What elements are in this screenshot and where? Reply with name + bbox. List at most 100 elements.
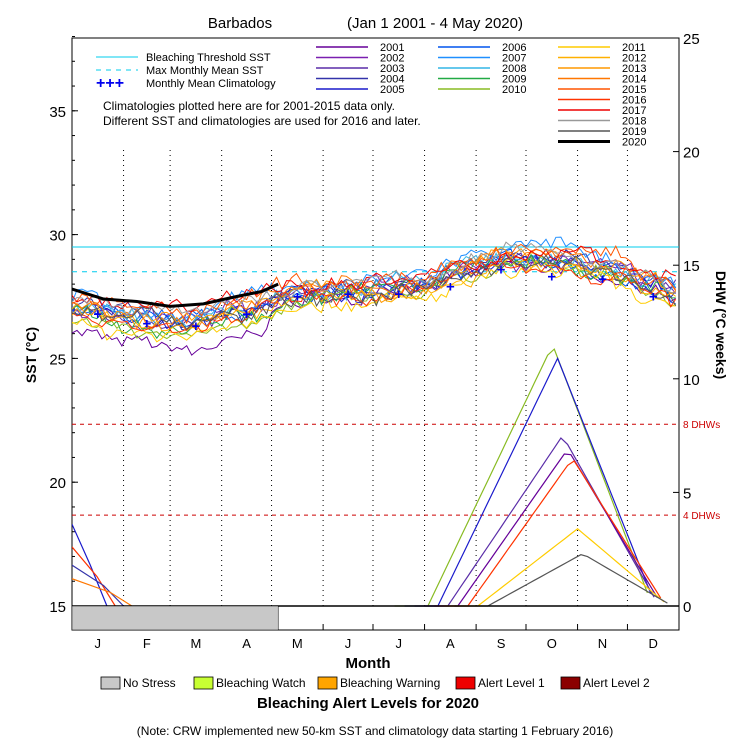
dhw-series (72, 348, 679, 607)
year-legend-label-2009: 2009 (502, 74, 526, 86)
climatology-point: + (394, 286, 403, 303)
alert-label: Alert Level 2 (583, 676, 650, 690)
climatology-markers: + + + + + + + + + + + + (93, 261, 657, 335)
year-legend-label-2014: 2014 (622, 74, 646, 86)
alert-level-legend: No Stress Bleaching Watch Bleaching Warnin… (100, 676, 650, 690)
year-legend-label-2003: 2003 (380, 63, 404, 75)
sst-series (72, 236, 677, 356)
month-label-9: S (497, 636, 506, 651)
sst-line-2010 (72, 254, 676, 340)
alert-swatch (100, 676, 121, 690)
month-label-3: M (190, 636, 201, 651)
climatology-marker-icon: +++ (96, 75, 124, 92)
sst-line-2015 (72, 243, 677, 325)
climatology-point: + (649, 289, 658, 306)
alert-label: Alert Level 1 (478, 676, 545, 690)
year-legend-label-2019: 2019 (622, 126, 646, 138)
alert-bar-no-stress (72, 605, 279, 630)
climatology-point: + (142, 316, 151, 333)
legend-clim: Monthly Mean Climatology (146, 78, 276, 90)
year-legend-label-2001: 2001 (380, 42, 404, 54)
climatology-point: + (446, 279, 455, 296)
dhw-line-2019 (454, 554, 668, 607)
sst-line-2019 (72, 254, 677, 331)
year-legend-label-2018: 2018 (622, 116, 646, 128)
alert-label: Bleaching Watch (216, 676, 306, 690)
climatology-point: + (242, 306, 251, 323)
month-label-2: F (143, 636, 151, 651)
alert-bar-2020 (72, 605, 279, 630)
climatology-point: + (192, 318, 201, 335)
sst-tick-label: 20 (49, 475, 66, 492)
alert-swatch (193, 676, 214, 690)
month-label-7: J (396, 636, 403, 651)
month-label-5: M (292, 636, 303, 651)
chart-date-range: (Jan 1 2001 - 4 May 2020) (347, 15, 523, 32)
year-legend-label-2006: 2006 (502, 42, 526, 54)
dhw-line-2010 (394, 348, 648, 607)
sst-line-2018 (72, 241, 676, 317)
year-legend-label-2004: 2004 (380, 74, 404, 86)
dhw-tick-label: 10 (683, 372, 700, 389)
year-legend-label-2008: 2008 (502, 63, 526, 75)
dhw-line-2016 (434, 460, 662, 607)
climatology-note-1: Climatologies plotted here are for 2001-… (103, 99, 395, 113)
reference-legend: Bleaching Threshold SST Max Monthly Mean… (96, 52, 276, 92)
year-legend-label-2011: 2011 (622, 42, 646, 54)
climatology-note-2: Different SST and climatologies are used… (103, 114, 421, 128)
year-legend-label-2012: 2012 (622, 53, 646, 65)
alert-swatch (560, 676, 581, 690)
sst-line-2020 (72, 282, 279, 308)
month-label-8: A (446, 636, 455, 651)
year-legend-label-2010: 2010 (502, 84, 526, 96)
month-label-1: J (95, 636, 102, 651)
year-legend-label-2017: 2017 (622, 105, 646, 117)
dhw-tick-label: 0 (683, 599, 691, 616)
dhw-decay-line (72, 546, 116, 607)
dhw-tick-label: 15 (683, 258, 700, 275)
month-label-11: N (598, 636, 607, 651)
climatology-point: + (344, 286, 353, 303)
month-label-10: O (547, 636, 557, 651)
climatology-point: + (497, 261, 506, 278)
footnote: (Note: CRW implemented new 50-km SST and… (137, 724, 613, 738)
dhw-threshold-labels: 8 DHWs 4 DHWs (683, 420, 720, 522)
year-legend-label-2007: 2007 (502, 53, 526, 65)
sst-line-2017 (72, 245, 676, 313)
dhw-decay-line (72, 523, 108, 607)
reference-lines (72, 246, 679, 516)
year-legend-label-2005: 2005 (380, 84, 404, 96)
dhw-axis: 0 5 10 15 20 25 (673, 31, 700, 616)
alert-label: Bleaching Warning (340, 676, 440, 690)
chart-title: Barbados (208, 15, 272, 32)
month-label-6: J (345, 636, 352, 651)
year-legend-label-2002: 2002 (380, 53, 404, 65)
month-gridlines (123, 150, 628, 630)
alert-swatch (455, 676, 476, 690)
dhw-tick-label: 25 (683, 31, 700, 48)
sst-axis-title: SST (°C) (23, 327, 39, 383)
year-legend-label-2020: 2020 (622, 137, 646, 149)
sst-axis: 15 20 25 30 35 (49, 36, 78, 616)
dhw-line-2011 (444, 528, 665, 607)
dhw-axis-title: DHW (°C weeks) (713, 271, 729, 379)
alert-legend-title: Bleaching Alert Levels for 2020 (257, 695, 479, 712)
climatology-point: + (293, 289, 302, 306)
climatology-point: + (547, 269, 556, 286)
dhw-threshold-label: 8 DHWs (683, 420, 720, 431)
sst-tick-label: 15 (49, 599, 66, 616)
year-legend-label-2015: 2015 (622, 84, 646, 96)
sst-tick-label: 25 (49, 351, 66, 368)
dhw-tick-label: 20 (683, 145, 700, 162)
month-label-4: A (242, 636, 251, 651)
sst-line-2007 (72, 236, 677, 325)
dhw-tick-label: 5 (683, 485, 691, 502)
dhw-line-2001 (424, 453, 658, 607)
alert-swatch (317, 676, 338, 690)
month-label-12: D (649, 636, 658, 651)
dhw-line-2005 (404, 356, 652, 607)
dhw-decay-line (72, 564, 124, 607)
sst-tick-label: 30 (49, 228, 66, 245)
legend-threshold: Bleaching Threshold SST (146, 52, 271, 64)
